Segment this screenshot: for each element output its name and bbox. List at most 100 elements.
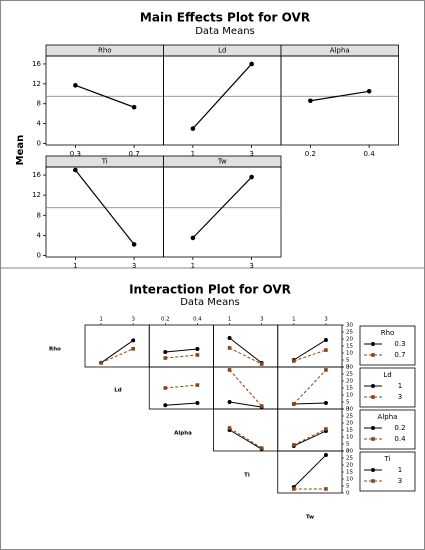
interaction-subtitle: Data Means [180, 297, 240, 308]
y-tick-label: 25 [346, 456, 353, 462]
x-tick-label: 1 [228, 317, 232, 323]
effect-line [75, 84, 135, 108]
y-tick-label: 10 [346, 435, 353, 441]
interaction-line [165, 384, 198, 389]
y-tick-label: 8 [37, 211, 41, 219]
interaction-point [131, 347, 135, 351]
interaction-point [227, 346, 232, 350]
interaction-point [227, 336, 232, 341]
legend-label: 0.3 [394, 340, 405, 348]
y-tick-label: 16 [32, 60, 41, 68]
interaction-line [165, 402, 198, 406]
y-tick-label: 0 [346, 491, 350, 497]
interaction-point [323, 400, 328, 405]
y-tick-label: 30 [346, 407, 353, 413]
x-tick-label: 1 [191, 150, 195, 158]
interaction-point [292, 487, 296, 491]
panel-frame [163, 166, 282, 258]
interaction-point [131, 338, 136, 343]
x-tick-label: 0.4 [364, 150, 376, 158]
x-tick-label: 0.2 [161, 317, 170, 323]
effect-line [310, 90, 370, 102]
legend-title: Alpha [378, 413, 398, 421]
legend-title: Rho [381, 329, 395, 337]
x-tick-label: 1 [292, 317, 296, 323]
factor-label: Ti [244, 473, 250, 479]
effect-point [73, 167, 78, 173]
interaction-line [165, 354, 198, 359]
y-tick-label: 4 [37, 231, 42, 239]
interaction-line [229, 337, 262, 364]
interaction-point [323, 337, 328, 342]
interaction-line [229, 427, 262, 449]
panel-title: Ti [101, 158, 108, 166]
factor-label: Alpha [174, 431, 192, 437]
effect-point [190, 235, 196, 241]
legend-title: Ld [383, 371, 391, 379]
interaction-line [229, 369, 263, 407]
panel-title: Tw [217, 158, 227, 166]
interaction-line [229, 401, 262, 408]
interaction-point [292, 443, 296, 447]
effect-line [192, 176, 253, 239]
main-title: Main Effects Plot for OVR [140, 11, 310, 25]
legend-marker [371, 426, 375, 430]
y-tick-label: 25 [346, 330, 353, 336]
legend-marker [371, 342, 375, 346]
effect-point [308, 98, 313, 104]
factor-label: Ld [114, 388, 122, 394]
interaction-point [195, 346, 200, 351]
interaction-point [227, 426, 232, 430]
legend-marker [371, 479, 375, 483]
y-tick-label: 10 [346, 393, 353, 399]
legend-marker [371, 395, 375, 399]
effect-point [249, 61, 254, 67]
interaction-point [163, 350, 168, 355]
y-tick-label: 0 [37, 251, 41, 259]
interaction-line [229, 347, 262, 365]
legend-label: 1 [398, 382, 402, 390]
interaction-point [227, 400, 232, 404]
y-tick-label: 20 [346, 337, 353, 343]
interaction-point [195, 353, 200, 357]
x-tick-label: 0.4 [193, 317, 202, 323]
interaction-point [259, 446, 264, 450]
panel-title: Rho [98, 47, 112, 55]
legend-label: 0.7 [394, 351, 405, 359]
interaction-point [292, 359, 296, 363]
y-tick-label: 20 [346, 421, 353, 427]
interaction-line [293, 369, 327, 405]
y-axis-label: Mean [15, 135, 26, 166]
y-tick-label: 12 [32, 80, 41, 88]
x-tick-label: 3 [249, 150, 253, 158]
interaction-point [259, 362, 264, 366]
x-tick-label: 3 [249, 262, 253, 270]
y-tick-label: 4 [37, 120, 42, 128]
y-tick-label: 15 [346, 344, 353, 350]
interaction-point [163, 386, 168, 390]
x-tick-label: 0.7 [129, 150, 140, 158]
legend-label: 3 [398, 393, 402, 401]
interaction-line [293, 339, 327, 361]
legend-marker [371, 437, 375, 441]
x-tick-label: 3 [260, 317, 264, 323]
interaction-line [100, 339, 134, 364]
interaction-line [293, 430, 327, 447]
y-tick-label: 20 [346, 463, 353, 469]
effect-line [192, 63, 253, 129]
interaction-line [165, 348, 198, 353]
legend-box [359, 451, 416, 492]
legend-title: Ti [383, 455, 390, 463]
legend-label: 0.2 [394, 424, 405, 432]
x-tick-label: 0.3 [70, 150, 81, 158]
effect-point [366, 89, 372, 94]
interaction-point [292, 402, 296, 406]
interaction-line [293, 428, 327, 446]
legend-marker [371, 468, 375, 472]
y-tick-label: 5 [346, 400, 350, 406]
interaction-point [195, 383, 200, 387]
x-tick-label: 1 [191, 262, 195, 270]
legend-marker [371, 353, 375, 357]
